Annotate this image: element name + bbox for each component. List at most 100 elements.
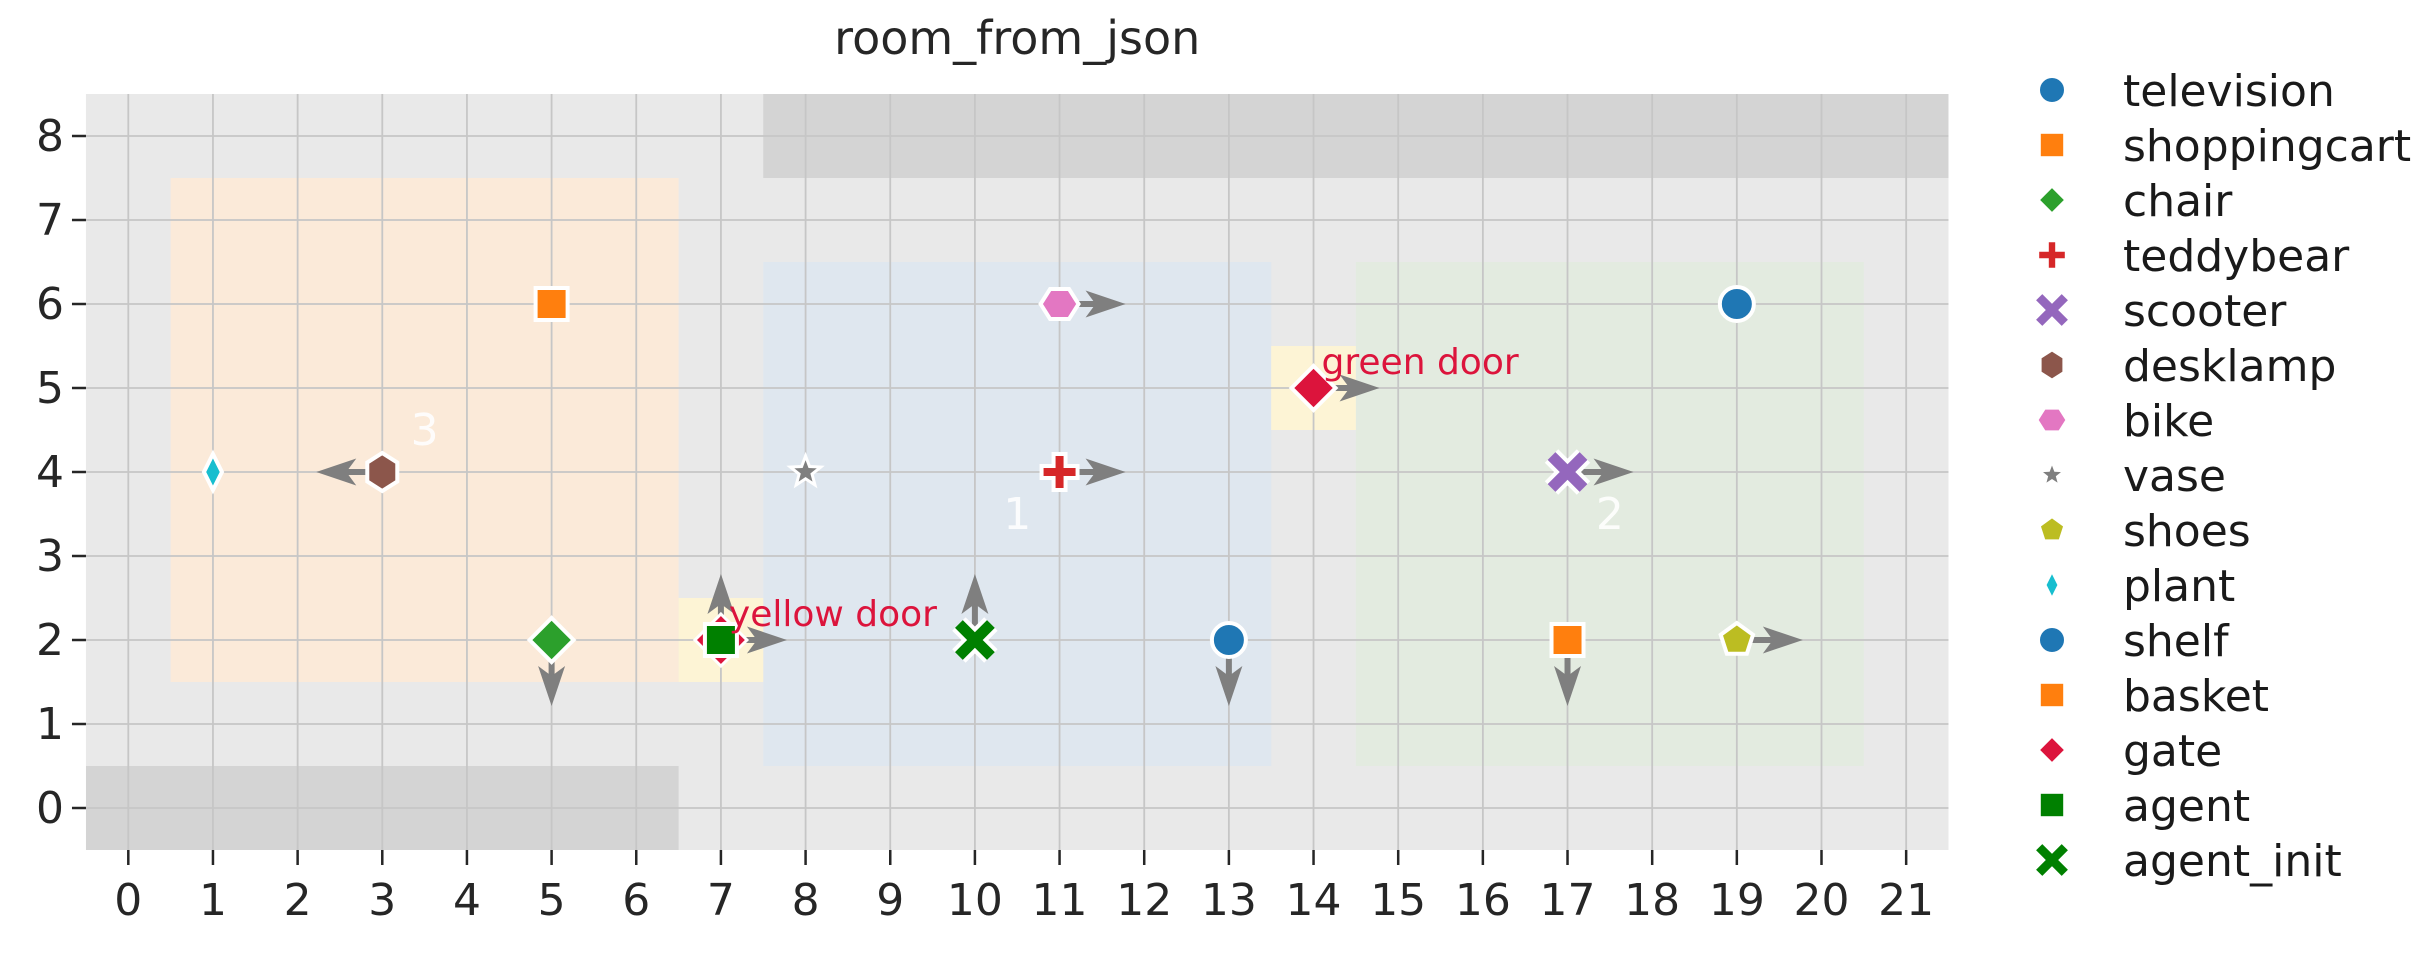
room-area-2	[1355, 262, 1864, 766]
x-tick-label: 6	[622, 875, 650, 926]
legend-item-chair: chair	[2035, 176, 2233, 227]
y-tick-label: 4	[36, 447, 64, 498]
legend-label-gate: gate	[2123, 726, 2222, 777]
legend-marker-teddybear	[2036, 239, 2068, 271]
x-tick-label: 20	[1794, 875, 1850, 926]
y-tick-label: 6	[36, 279, 64, 330]
x-tick-label: 17	[1540, 875, 1596, 926]
x-tick-label: 12	[1116, 875, 1172, 926]
y-tick-label: 0	[36, 783, 64, 834]
y-tick-label: 8	[36, 111, 64, 162]
object-gate-marker	[1288, 363, 1339, 413]
legend-marker-scooter	[2033, 291, 2071, 329]
x-tick-label: 11	[1032, 875, 1088, 926]
object-bike-marker	[1038, 287, 1081, 321]
legend-item-agent_init: agent_init	[2033, 836, 2342, 887]
legend-marker-bike	[2034, 406, 2070, 434]
object-shoppingcart-marker	[533, 286, 570, 322]
x-tick-label: 18	[1624, 875, 1680, 926]
object-television-marker	[1717, 285, 1756, 323]
legend-marker-basket	[2037, 680, 2067, 710]
y-tick-label: 1	[36, 699, 64, 750]
legend-item-teddybear: teddybear	[2036, 231, 2350, 282]
legend-item-bike: bike	[2034, 396, 2214, 447]
x-axis: 0 1 2 3 4 5 6 7 8 9 10 11 12 13 14 15 16 17 18 19 20 21	[114, 850, 1934, 926]
object-scooter-marker	[1544, 449, 1591, 495]
room-label-1: 1	[1003, 489, 1031, 540]
room-area-1	[763, 262, 1272, 766]
x-tick-label: 5	[538, 875, 566, 926]
legend-marker-television	[2036, 74, 2068, 106]
door-label-1: green door	[1322, 342, 1519, 383]
y-tick-label: 3	[36, 531, 64, 582]
x-tick-label: 0	[114, 875, 142, 926]
object-chair-marker	[526, 615, 577, 665]
legend-label-shoes: shoes	[2123, 506, 2251, 557]
x-tick-label: 8	[792, 875, 820, 926]
object-agent-marker	[702, 622, 739, 658]
object-shelf-marker	[1209, 621, 1248, 659]
x-tick-label: 10	[947, 875, 1003, 926]
legend-item-television: television	[2036, 66, 2335, 117]
legend-label-chair: chair	[2123, 176, 2233, 227]
legend-label-agent: agent	[2123, 781, 2250, 832]
door-label-0: yellow door	[729, 594, 937, 635]
legend-item-desklamp: desklamp	[2038, 341, 2336, 392]
legend-label-basket: basket	[2123, 671, 2269, 722]
legend-label-teddybear: teddybear	[2123, 231, 2350, 282]
x-tick-label: 1	[199, 875, 227, 926]
legend-marker-desklamp	[2038, 347, 2066, 383]
y-tick-label: 2	[36, 615, 64, 666]
legend-item-scooter: scooter	[2033, 286, 2287, 337]
x-tick-label: 9	[876, 875, 904, 926]
plot-title: room_from_json	[834, 11, 1200, 65]
legend-marker-agent	[2037, 790, 2067, 820]
room-area-3	[170, 178, 679, 682]
x-tick-label: 7	[707, 875, 735, 926]
legend-label-bike: bike	[2123, 396, 2214, 447]
legend-label-shelf: shelf	[2123, 616, 2230, 667]
x-tick-label: 2	[284, 875, 312, 926]
legend-item-shoppingcart: shoppingcart	[2037, 121, 2411, 172]
x-tick-label: 16	[1455, 875, 1511, 926]
legend-label-television: television	[2123, 66, 2335, 117]
legend-label-scooter: scooter	[2123, 286, 2287, 337]
legend-label-shoppingcart: shoppingcart	[2123, 121, 2411, 172]
x-tick-label: 15	[1370, 875, 1426, 926]
legend-marker-plant	[2043, 567, 2061, 603]
y-tick-label: 7	[36, 195, 64, 246]
legend-marker-vase	[2036, 458, 2068, 489]
legend-label-plant: plant	[2123, 561, 2235, 612]
legend: televisionshoppingcartchairteddybearscoo…	[2033, 66, 2411, 887]
object-basket-marker	[1549, 622, 1586, 658]
x-tick-label: 13	[1201, 875, 1257, 926]
object-plant-marker	[201, 449, 225, 495]
x-tick-label: 4	[453, 875, 481, 926]
x-tick-label: 14	[1286, 875, 1342, 926]
legend-marker-gate	[2035, 733, 2069, 767]
legend-item-shoes: shoes	[2037, 506, 2251, 557]
gridlines	[85, 94, 1949, 850]
room-label-3: 3	[411, 405, 439, 456]
legend-marker-shoppingcart	[2037, 130, 2067, 160]
object-teddybear-marker	[1039, 452, 1080, 492]
legend-marker-chair	[2035, 183, 2069, 217]
legend-item-gate: gate	[2035, 726, 2222, 777]
legend-label-agent_init: agent_init	[2123, 836, 2342, 887]
legend-item-shelf: shelf	[2036, 616, 2230, 667]
legend-marker-shoes	[2037, 514, 2067, 543]
legend-item-basket: basket	[2037, 671, 2269, 722]
x-tick-label: 19	[1709, 875, 1765, 926]
object-shoes-marker	[1718, 620, 1756, 656]
y-axis: 0 1 2 3 4 5 6 7 8	[36, 111, 86, 834]
legend-item-agent: agent	[2037, 781, 2250, 832]
object-vase-marker	[786, 451, 825, 489]
legend-marker-shelf	[2036, 624, 2068, 656]
legend-item-vase: vase	[2036, 451, 2226, 502]
legend-label-vase: vase	[2123, 451, 2226, 502]
object-desklamp-marker	[365, 450, 400, 494]
x-tick-label: 3	[368, 875, 396, 926]
legend-label-desklamp: desklamp	[2123, 341, 2336, 392]
